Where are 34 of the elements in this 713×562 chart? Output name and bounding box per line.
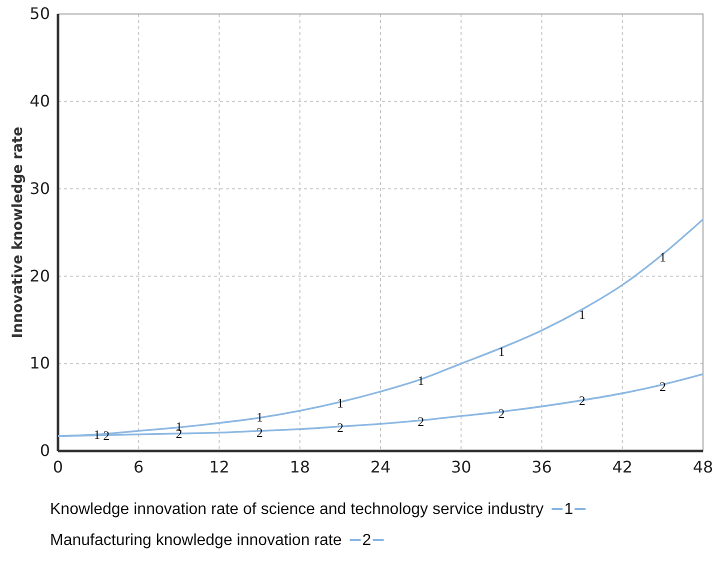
y-tick-label: 0 — [40, 441, 50, 460]
y-tick-label: 40 — [30, 92, 50, 111]
annotation: 2 — [103, 428, 110, 443]
x-tick-label: 6 — [134, 457, 144, 476]
text: 1 — [564, 501, 574, 518]
annotation: 2 — [659, 378, 666, 394]
annotation: 1 — [336, 395, 344, 410]
legend-label: Manufacturing knowledge innovation rate — [50, 532, 342, 549]
y-tick-label: 30 — [30, 178, 50, 198]
annotation: 2 — [256, 425, 263, 440]
legend-label: Knowledge innovation rate of science and technology service industry — [50, 501, 544, 518]
x-tick-label: 12 — [209, 457, 230, 476]
annotation: 1 — [418, 372, 424, 388]
annotation: 1 — [94, 426, 100, 442]
x-tick-label: 36 — [532, 457, 552, 476]
y-tick-label: 50 — [30, 4, 50, 24]
x-tick-label: 18 — [290, 457, 310, 476]
annotation: 1 — [659, 250, 666, 265]
text: 2 — [362, 532, 372, 549]
annotation: 2 — [578, 392, 586, 408]
y-axis-title: Innovative knowledge rate — [10, 126, 26, 338]
annotation: 1 — [498, 344, 505, 359]
annotation: 1 — [578, 307, 586, 322]
annotation: 2 — [418, 414, 424, 429]
y-tick-label: 10 — [30, 354, 50, 373]
annotation: 2 — [498, 406, 505, 421]
x-tick-label: 24 — [370, 457, 391, 476]
annotation: 2 — [336, 420, 344, 435]
annotation: 1 — [256, 409, 263, 424]
x-tick-label: 30 — [450, 457, 472, 476]
x-tick-label: 42 — [612, 457, 633, 476]
x-tick-label: 0 — [52, 457, 64, 476]
y-tick-label: 20 — [30, 266, 50, 286]
x-tick-label: 48 — [692, 457, 713, 476]
